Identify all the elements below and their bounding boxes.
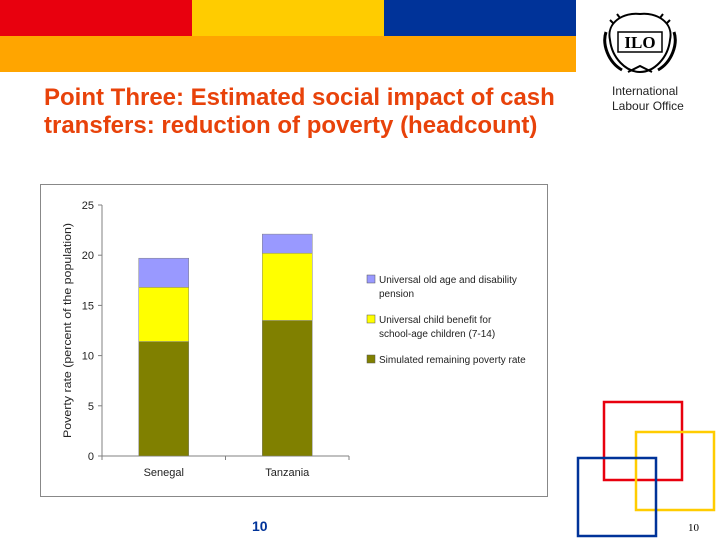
legend-swatch [366,354,376,364]
header-band-blue [384,0,576,36]
bar-segment-tanzania-1 [262,252,313,321]
x-tick-label: Tanzania [265,467,310,479]
ilo-logo: ILO [603,12,677,74]
y-tick-label: 10 [82,351,94,363]
legend-label: Simulated remaining poverty rate [379,355,526,366]
organization-name: International Labour Office [612,84,684,113]
chart-panel: 0 5 10 15 20 25 Poverty rate (percent of the p… [40,184,548,497]
header-band-yellow [192,0,384,36]
header-band-red [0,0,192,36]
bar-segment-senegal-0 [138,341,189,457]
legend-label: Universal old age and disability pension [379,275,517,300]
decorative-squares [576,400,716,538]
legend-swatch [366,314,376,324]
page-number-corner: 10 [688,522,699,534]
ilo-logo-text: ILO [624,33,655,52]
y-tick-label: 0 [88,451,94,463]
y-tick-label: 25 [82,200,94,212]
y-tick-label: 15 [82,300,94,312]
legend-swatch [366,274,376,284]
slide-title: Point Three: Estimated social impact of … [44,84,555,139]
y-tick-label: 5 [88,401,94,413]
bar-segment-tanzania-0 [262,320,313,457]
page-number: 10 [252,518,268,534]
bar-segment-senegal-1 [138,287,189,342]
poverty-chart: 0 5 10 15 20 25 Poverty rate (percent of the p… [62,200,526,479]
x-tick-label: Senegal [144,467,184,479]
bar-segment-senegal-2 [138,257,189,288]
legend-label: Universal child benefit for school-age ch… [379,315,495,340]
header-band-orange [0,36,576,72]
y-tick-label: 20 [82,250,94,262]
bar-segment-tanzania-2 [262,233,313,254]
y-axis-label: Poverty rate (percent of the population) [62,223,74,438]
